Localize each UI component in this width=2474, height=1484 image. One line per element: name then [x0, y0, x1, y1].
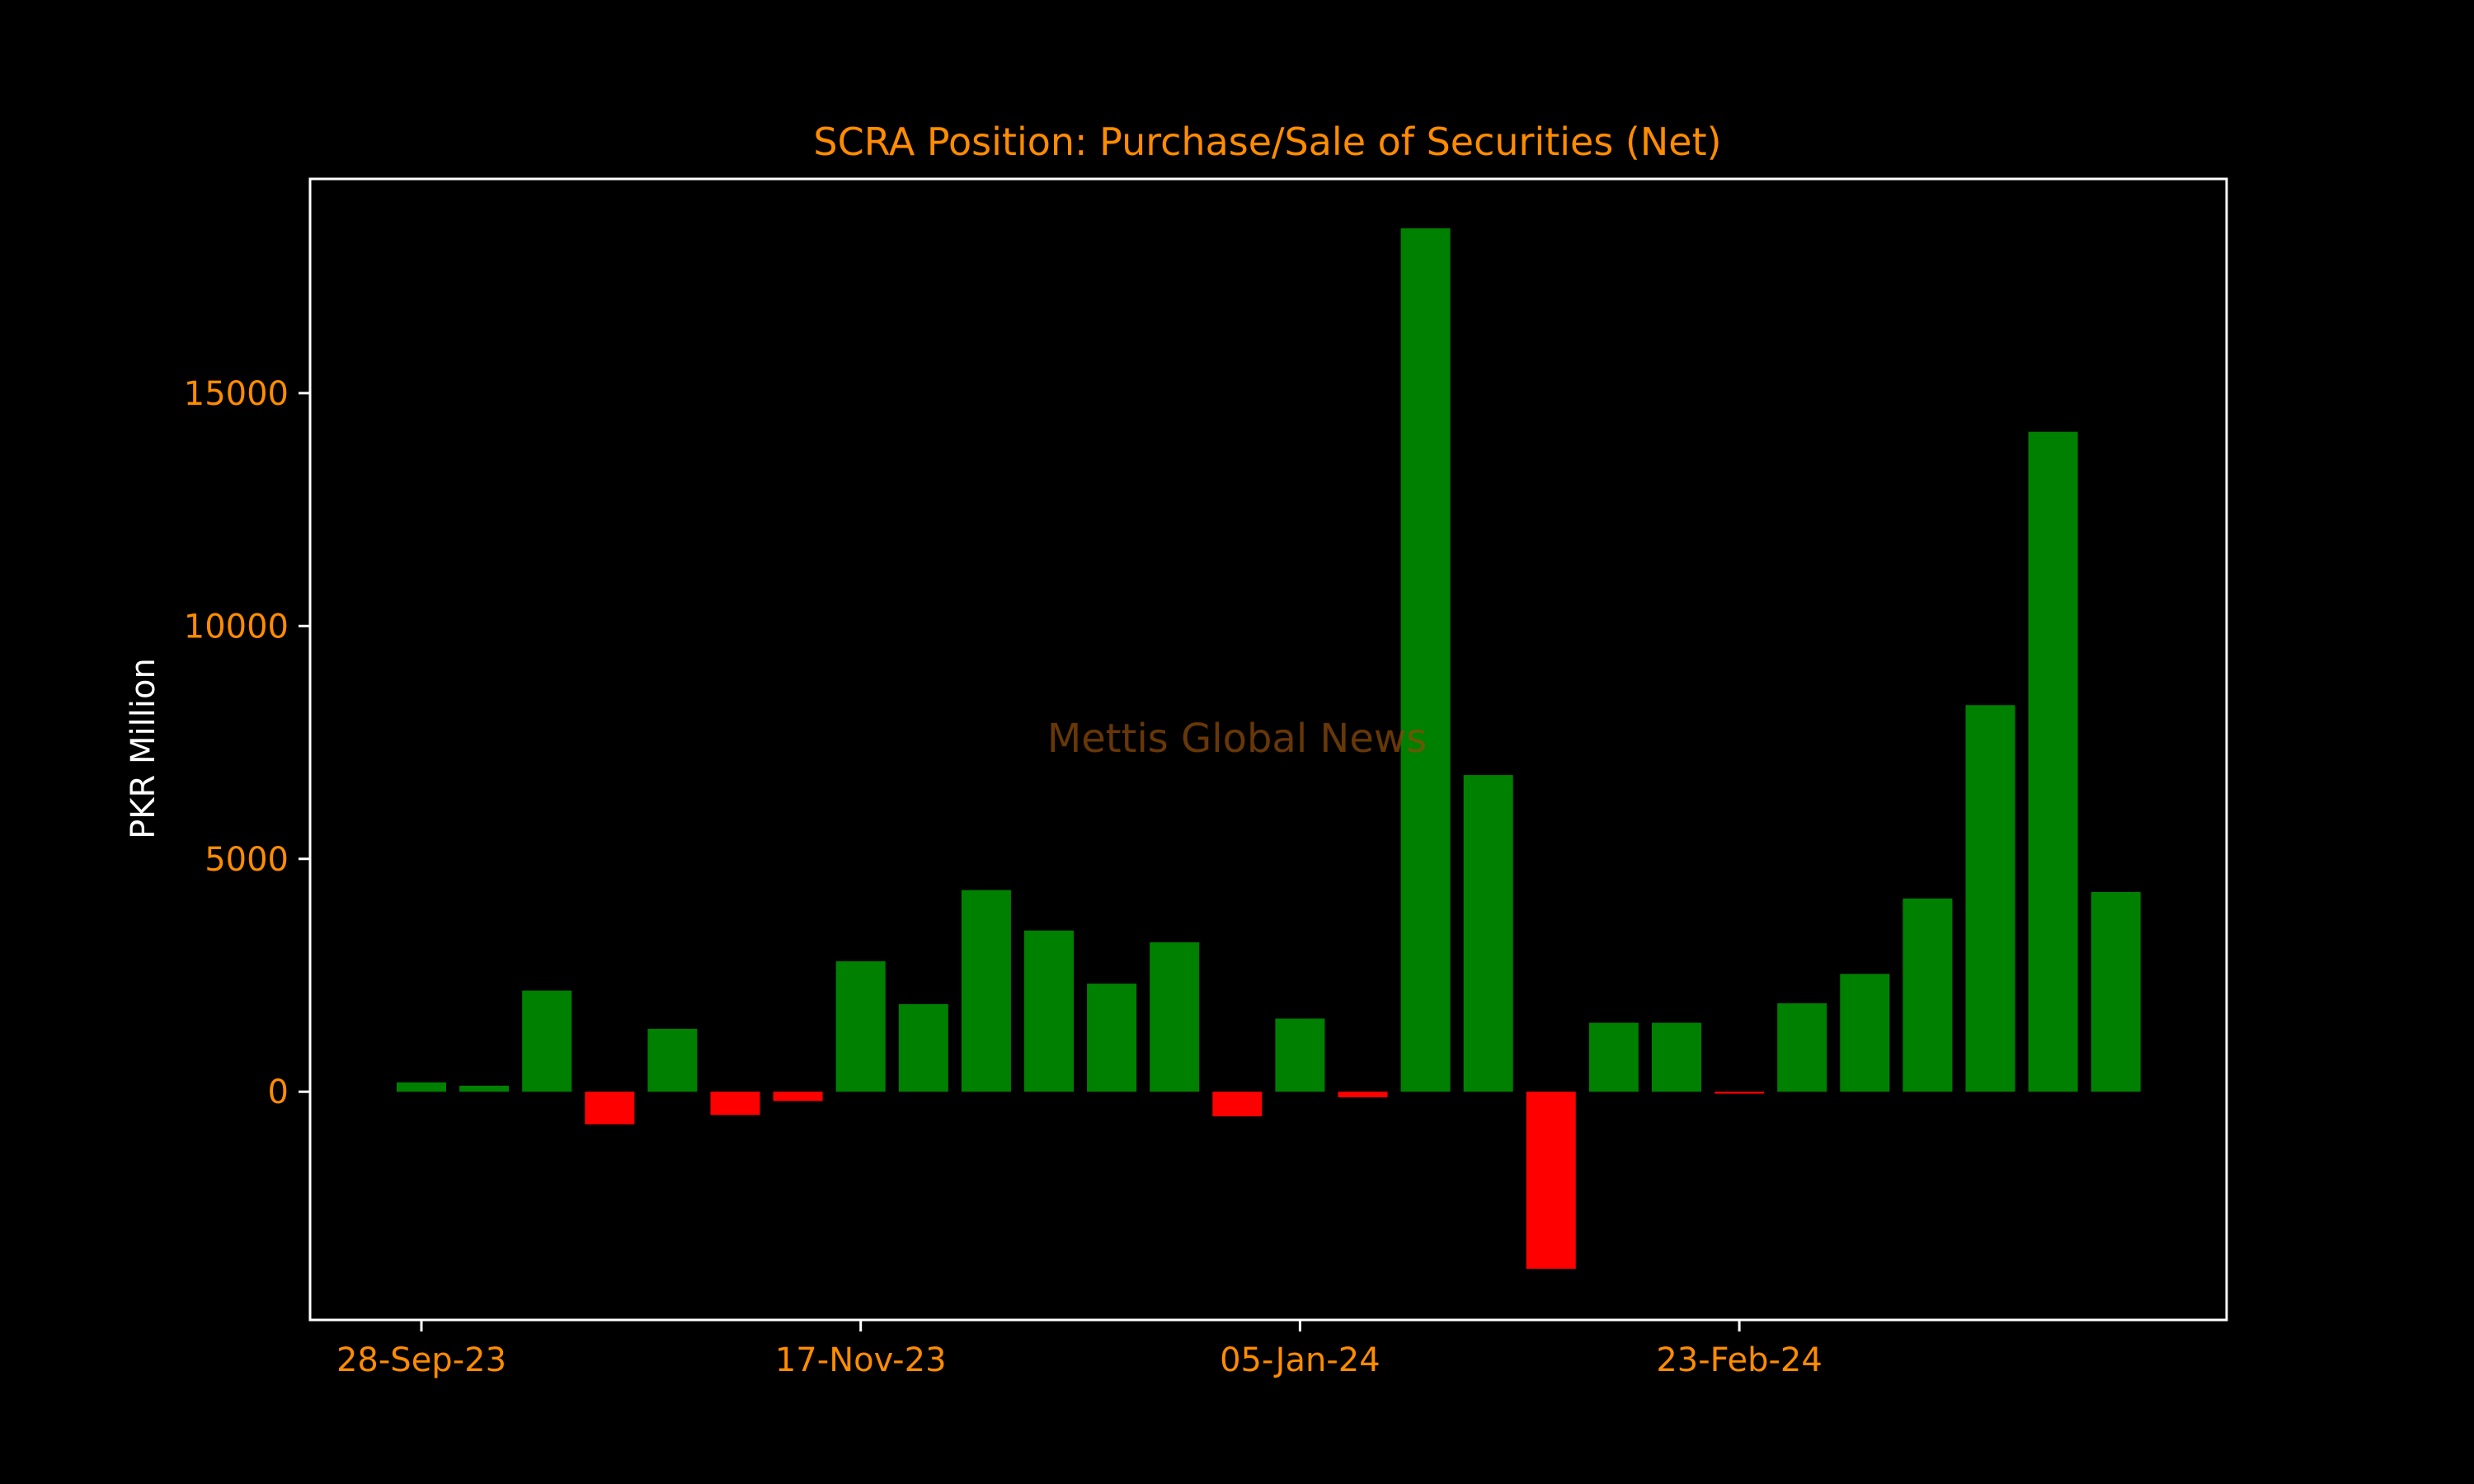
- y-axis-ticks: 0 5000 10000 15000: [184, 375, 310, 1111]
- bar-11: [1087, 984, 1137, 1092]
- bar-5: [710, 1092, 760, 1115]
- bar-1: [459, 1085, 510, 1092]
- bar-9: [961, 890, 1011, 1092]
- bar-4: [647, 1028, 698, 1092]
- bar-10: [1024, 930, 1074, 1092]
- bar-14: [1275, 1018, 1325, 1092]
- bar-26: [2028, 431, 2078, 1092]
- watermark: Mettis Global News: [1047, 716, 1427, 762]
- y-tick-label-1: 5000: [205, 841, 289, 879]
- bar-18: [1526, 1092, 1576, 1269]
- y-axis-label: PKR Million: [125, 658, 162, 839]
- x-axis-ticks: 28-Sep-23 17-Nov-23 05-Jan-24 23-Feb-24: [336, 1320, 1823, 1379]
- bar-17: [1463, 775, 1513, 1092]
- bar-19: [1588, 1022, 1639, 1092]
- bar-0: [397, 1082, 446, 1092]
- bar-2: [522, 990, 572, 1092]
- bar-13: [1212, 1092, 1263, 1117]
- x-tick-label-1: 17-Nov-23: [775, 1341, 947, 1379]
- bar-3: [585, 1092, 635, 1125]
- x-tick-label-0: 28-Sep-23: [336, 1341, 506, 1379]
- bars: [397, 228, 2141, 1269]
- bar-6: [773, 1092, 823, 1101]
- chart-title: SCRA Position: Purchase/Sale of Securiti…: [813, 120, 1721, 164]
- bar-22: [1777, 1003, 1827, 1092]
- bar-8: [898, 1004, 948, 1092]
- bar-7: [835, 961, 886, 1092]
- bar-20: [1652, 1022, 1701, 1092]
- bar-12: [1150, 942, 1200, 1092]
- bar-24: [1903, 898, 1953, 1092]
- y-tick-label-0: 0: [268, 1073, 289, 1111]
- bar-16: [1400, 228, 1451, 1092]
- bar-25: [1965, 705, 2015, 1092]
- y-tick-label-2: 10000: [184, 608, 289, 646]
- plot-frame: [308, 177, 2228, 1322]
- bar-27: [2091, 891, 2141, 1092]
- bar-21: [1714, 1092, 1765, 1094]
- y-tick-label-3: 15000: [184, 375, 289, 413]
- bar-15: [1338, 1092, 1388, 1097]
- x-tick-label-2: 05-Jan-24: [1220, 1341, 1380, 1379]
- x-tick-label-3: 23-Feb-24: [1656, 1341, 1822, 1379]
- bar-23: [1840, 974, 1890, 1092]
